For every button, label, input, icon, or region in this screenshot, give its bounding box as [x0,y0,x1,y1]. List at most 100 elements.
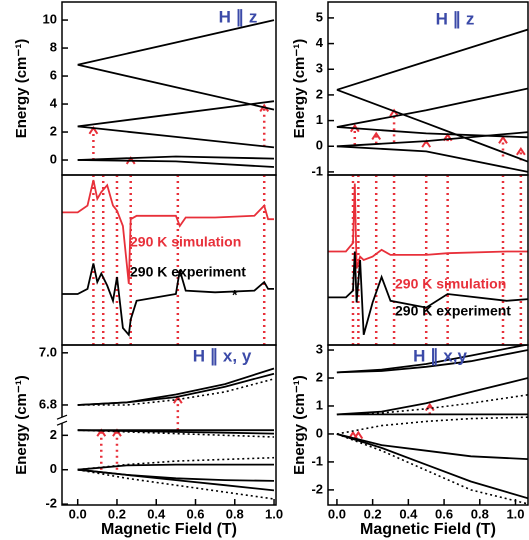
panel-title: H ∥ z [436,9,475,28]
x-tick-label: 0.6 [435,506,453,521]
frame [61,1,277,176]
y-tick-label: 2 [50,427,57,442]
transition-arrowhead [349,123,360,133]
series-line [328,251,528,336]
y-tick-label: 2 [50,123,57,138]
y-axis-label: Energy (cm⁻¹) [13,375,30,475]
series-line [77,463,274,471]
frame [327,1,529,176]
y-tick-label: 0 [50,461,57,476]
series-line [336,433,528,505]
y-tick-label: -1 [311,453,323,468]
x-tick-label: 0.4 [147,506,166,521]
series-line [336,349,528,374]
plot-area [336,28,528,173]
series-line [336,433,528,500]
y-tick-label: 0 [316,425,323,440]
annotation: * [232,287,238,303]
x-tick-label: 0.4 [399,506,418,521]
transition-arrowhead [353,430,364,440]
series-line [62,263,274,337]
series-line [336,87,528,128]
series-line [336,377,528,416]
panel-title: H ∥ x,y [413,346,467,365]
x-axis-label: Magnetic Field (T) [101,521,237,538]
series-line [336,126,528,139]
y-tick-label: 5 [316,9,323,24]
y-tick-label: 3 [316,61,323,76]
series-line [77,468,275,492]
y-tick-label: 2 [316,86,323,101]
axis-break-gap [58,417,66,424]
y-tick-label: -1 [311,163,323,178]
annotation: 290 K simulation [130,234,241,250]
annotation: 290 K experiment [130,264,246,280]
transition-arrowhead [516,147,526,156]
plot-area [77,19,275,168]
y-tick-label: 4 [50,95,58,110]
series-line [62,179,274,284]
y-axis-label: Energy (cm⁻¹) [13,39,30,139]
y-tick-label: 6.8 [39,396,57,411]
series-line [336,88,528,163]
series-line [336,145,528,173]
series-line [336,433,528,460]
series-line [77,19,275,66]
series-line [336,28,528,91]
y-tick-label: 1 [316,112,323,127]
annotation: 290 K experiment [395,303,511,319]
y-tick-label: -2 [45,496,57,511]
x-tick-label: 0.8 [226,506,244,521]
y-tick-label: 2 [316,369,323,384]
y-tick-label: 6 [50,67,57,82]
series-line [77,378,275,406]
axis-break [56,420,68,426]
series-line [77,155,275,161]
series-line [336,131,528,148]
transition-arrowhead [371,131,382,140]
x-tick-label: 0.0 [328,506,346,521]
y-tick-label: 10 [43,11,57,26]
y-tick-label: 0 [50,151,57,166]
axis-break [56,414,68,420]
series-line [77,468,275,500]
y-tick-label: 3 [316,341,323,356]
plot-area [328,175,528,345]
plot-area [77,367,275,500]
series-line [336,345,528,374]
x-tick-label: 0.6 [186,506,204,521]
plot-area [336,345,528,505]
frame [327,344,529,506]
x-axis-label: Magnetic Field (T) [360,521,496,538]
x-tick-label: 0.2 [364,506,382,521]
series-line [336,394,528,416]
transition-arrowhead [259,103,270,112]
panel-title: H ∥ z [219,7,258,26]
series-line [336,416,528,435]
y-axis-label: Energy (cm⁻¹) [291,375,308,475]
x-tick-label: 0.8 [471,506,489,521]
series-line [77,125,275,149]
plot-area [62,175,274,345]
x-tick-label: 0.0 [69,506,87,521]
y-tick-label: 1 [316,397,323,412]
y-tick-label: 0 [316,138,323,153]
series-line [77,372,275,406]
y-tick-label: 4 [316,35,324,50]
series-line [77,100,275,128]
x-tick-label: 1.0 [506,506,524,521]
y-tick-label: -2 [311,481,323,496]
series-line [77,429,275,435]
x-tick-label: 1.0 [265,506,283,521]
x-tick-label: 0.2 [108,506,126,521]
y-tick-label: 7.0 [39,344,57,359]
series-line [328,183,528,269]
frame [61,344,277,506]
y-axis-label: Energy (cm⁻¹) [291,39,308,139]
y-tick-label: 8 [50,39,57,54]
annotation: 290 K simulation [395,276,506,292]
series-line [77,63,275,111]
series-line [77,159,275,168]
panel-title: H ∥ x, y [193,346,252,365]
